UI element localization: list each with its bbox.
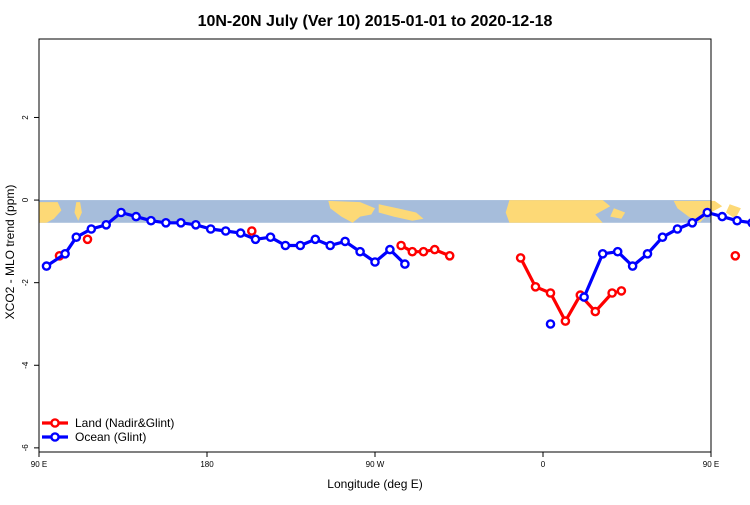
series-ocean-line: [584, 213, 750, 298]
series-land-point: [446, 252, 453, 259]
series-land-point: [248, 227, 255, 234]
plot-frame: [39, 39, 711, 452]
series-ocean-point: [222, 227, 229, 234]
series-ocean-point: [659, 234, 666, 241]
series-ocean-point: [162, 219, 169, 226]
series-ocean-point: [342, 238, 349, 245]
series-ocean-point: [614, 248, 621, 255]
series-ocean-point: [147, 217, 154, 224]
series-ocean-point: [177, 219, 184, 226]
x-tick-label: 180: [200, 460, 214, 469]
series-ocean-point: [282, 242, 289, 249]
series-ocean-point: [297, 242, 304, 249]
series-ocean-point: [689, 219, 696, 226]
series-ocean-point: [719, 213, 726, 220]
y-tick-label: -4: [21, 361, 30, 369]
y-tick-label: -6: [21, 444, 30, 452]
series-ocean-point: [103, 221, 110, 228]
series-land-point: [517, 254, 524, 261]
series-land-point: [398, 242, 405, 249]
series-land-point: [562, 318, 569, 325]
y-tick-label: 0: [21, 197, 30, 202]
series-land-point: [609, 289, 616, 296]
series-land-point: [409, 248, 416, 255]
series-ocean-point: [237, 230, 244, 237]
series-land-point: [547, 289, 554, 296]
series-ocean-point: [581, 294, 588, 301]
series-ocean-point: [192, 221, 199, 228]
series-ocean-point: [599, 250, 606, 257]
x-tick-label: 90 W: [366, 460, 385, 469]
series-ocean-point: [207, 225, 214, 232]
x-tick-label: 90 E: [703, 460, 719, 469]
series-land-point: [618, 287, 625, 294]
series-ocean-point: [73, 234, 80, 241]
y-tick-label: -2: [21, 279, 30, 287]
legend-ocean-marker: [51, 433, 58, 440]
series-ocean-point: [327, 242, 334, 249]
series-land-point: [592, 308, 599, 315]
series-ocean-point: [252, 236, 259, 243]
series-land-point: [84, 236, 91, 243]
series-ocean-point: [133, 213, 140, 220]
series-ocean-point: [644, 250, 651, 257]
series-ocean-point: [88, 225, 95, 232]
series-ocean-point: [386, 246, 393, 253]
series-ocean-point: [43, 263, 50, 270]
legend-land-marker: [51, 419, 58, 426]
series-land-point: [420, 248, 427, 255]
chart-title: 10N-20N July (Ver 10) 2015-01-01 to 2020…: [198, 13, 553, 30]
series-ocean-point: [371, 258, 378, 265]
series-land-point: [732, 252, 739, 259]
legend-land-label: Land (Nadir&Glint): [75, 416, 174, 430]
series-ocean-point: [62, 250, 69, 257]
series-ocean-point: [629, 263, 636, 270]
series-ocean-point: [118, 209, 125, 216]
series-ocean-point: [357, 248, 364, 255]
series-land-point: [431, 246, 438, 253]
x-axis-label: Longitude (deg E): [327, 477, 422, 491]
y-axis-label: XCO2 - MLO trend (ppm): [3, 185, 17, 320]
legend-ocean-label: Ocean (Glint): [75, 430, 146, 444]
series-ocean-point: [401, 261, 408, 268]
x-tick-label: 90 E: [31, 460, 47, 469]
series-ocean-point: [312, 236, 319, 243]
series-ocean-point: [547, 320, 554, 327]
series-land-point: [532, 283, 539, 290]
y-tick-label: 2: [21, 115, 30, 120]
series-ocean-point: [704, 209, 711, 216]
series-ocean-point: [267, 234, 274, 241]
map-land-shape: [506, 200, 611, 223]
x-tick-label: 0: [541, 460, 546, 469]
series-ocean-point: [734, 217, 741, 224]
series-ocean-point: [674, 225, 681, 232]
